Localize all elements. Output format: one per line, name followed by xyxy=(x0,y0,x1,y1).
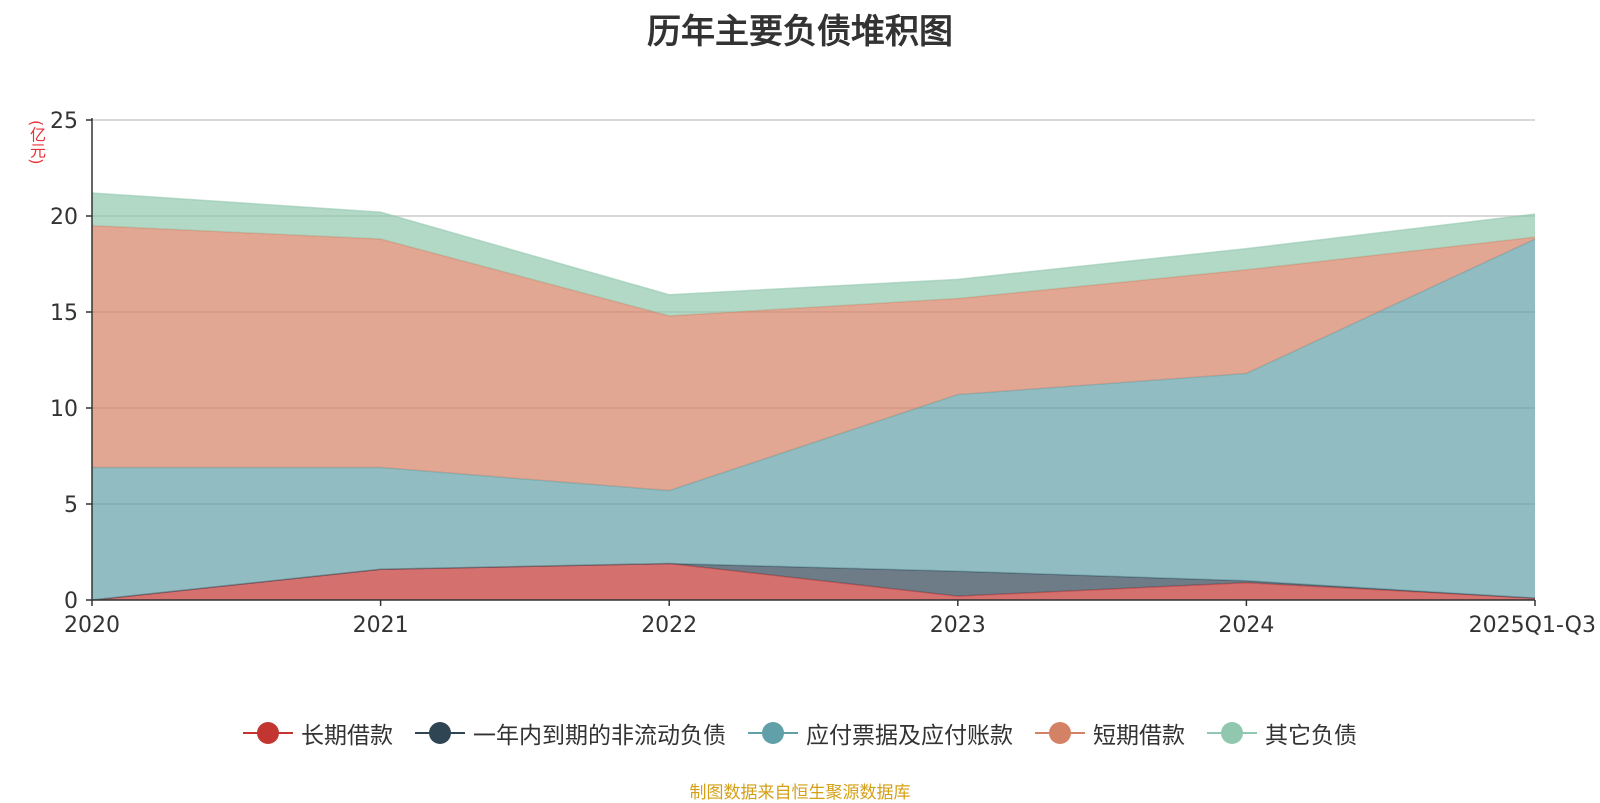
chart-title: 历年主要负债堆积图 xyxy=(647,12,953,52)
legend-item-other-liabilities[interactable]: 其它负债 xyxy=(1207,716,1357,750)
legend-marker-icon xyxy=(415,722,465,744)
area-series-1 xyxy=(92,563,1535,600)
y-axis-unit-label: (亿元) xyxy=(27,120,46,165)
x-tick-label: 2023 xyxy=(930,613,986,638)
y-tick-label: 25 xyxy=(50,109,78,134)
legend-label: 应付票据及应付账款 xyxy=(806,723,1013,749)
x-tick-label: 2024 xyxy=(1218,613,1274,638)
legend-label: 其它负债 xyxy=(1265,723,1357,749)
legend-label: 短期借款 xyxy=(1093,723,1185,749)
source-note: 制图数据来自恒生聚源数据库 xyxy=(689,783,911,803)
legend-marker-icon xyxy=(243,722,293,744)
legend-item-current-noncurrent-liabilities[interactable]: 一年内到期的非流动负债 xyxy=(415,716,726,750)
y-tick-label: 5 xyxy=(64,493,78,518)
legend-marker-icon xyxy=(1207,722,1257,744)
y-tick-label: 0 xyxy=(64,589,78,614)
area-series-edge-4 xyxy=(91,192,1536,296)
x-tick-label: 2025Q1-Q3 xyxy=(1469,613,1596,638)
legend-item-short-term-loans[interactable]: 短期借款 xyxy=(1035,716,1185,750)
axes xyxy=(86,118,1536,606)
area-series-2 xyxy=(92,239,1535,601)
x-tick-label: 2021 xyxy=(353,613,409,638)
area-series xyxy=(91,192,1536,601)
area-series-4 xyxy=(92,192,1535,316)
area-series-0 xyxy=(92,563,1535,600)
legend-label: 长期借款 xyxy=(301,723,393,749)
y-tick-label: 15 xyxy=(50,301,78,326)
legend: 长期借款 一年内到期的非流动负债 应付票据及应付账款 短期借款 其它负债 xyxy=(0,716,1600,750)
legend-marker-icon xyxy=(748,722,798,744)
y-tick-label: 10 xyxy=(50,397,78,422)
legend-item-notes-accounts-payable[interactable]: 应付票据及应付账款 xyxy=(748,716,1013,750)
tick-labels: 0 5 10 15 20 25 2020 2021 2022 2023 2024 2025Q1-Q3 xyxy=(50,109,1596,638)
x-tick-label: 2020 xyxy=(64,613,120,638)
legend-marker-icon xyxy=(1035,722,1085,744)
y-tick-label: 20 xyxy=(50,205,78,230)
legend-item-long-term-loans[interactable]: 长期借款 xyxy=(243,716,393,750)
legend-label: 一年内到期的非流动负债 xyxy=(473,723,726,749)
x-tick-label: 2022 xyxy=(641,613,697,638)
area-series-3 xyxy=(92,225,1535,491)
